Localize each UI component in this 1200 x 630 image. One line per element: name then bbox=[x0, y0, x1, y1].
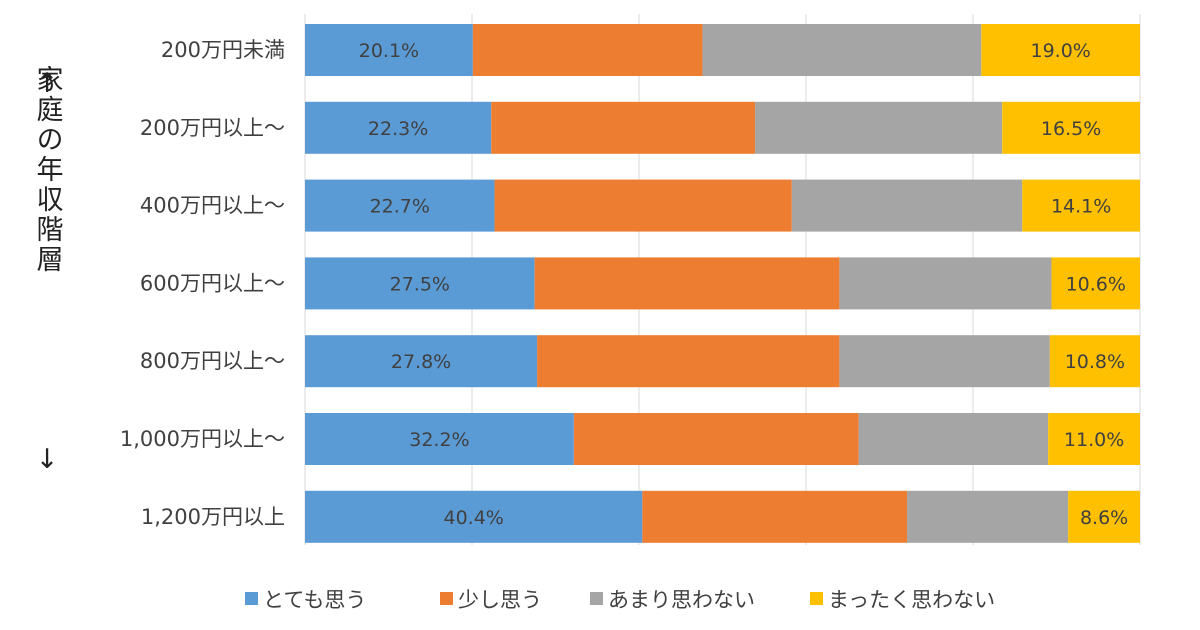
bar-segment bbox=[1048, 413, 1140, 465]
category-label: 600万円以上～ bbox=[140, 271, 285, 295]
y-axis-title: ↑ 家庭の年収階層 ↓ bbox=[32, 65, 64, 475]
bar-segment bbox=[573, 413, 859, 465]
bar-segment bbox=[305, 335, 538, 388]
legend-swatch bbox=[810, 592, 823, 605]
data-label: 22.7% bbox=[370, 196, 430, 218]
legend-label: とても思う bbox=[263, 588, 366, 612]
data-label: 16.5% bbox=[1041, 118, 1101, 140]
data-label: 8.6% bbox=[1080, 507, 1128, 529]
category-label: 200万円未満 bbox=[161, 38, 285, 62]
bar-segment bbox=[472, 24, 703, 76]
category-label: 200万円以上～ bbox=[140, 116, 285, 140]
legend-label: まったく思わない bbox=[828, 588, 995, 612]
legend-swatch bbox=[440, 592, 453, 605]
data-labels: 20.1% 19.0% 22.3% 16.5% 22.7% 14.1% 27.5% 10.6%… bbox=[359, 40, 1128, 529]
bar-segment bbox=[305, 101, 492, 154]
bar-segment bbox=[1002, 101, 1140, 154]
bar-segment bbox=[791, 179, 1023, 232]
category-label: 800万円以上～ bbox=[140, 349, 285, 373]
legend-swatch bbox=[245, 592, 258, 605]
data-label: 22.3% bbox=[368, 118, 428, 140]
data-label: 20.1% bbox=[359, 40, 419, 62]
data-label: 27.5% bbox=[390, 273, 450, 295]
bar-segment bbox=[491, 101, 756, 154]
bar-segment bbox=[305, 490, 643, 543]
bar-segment bbox=[305, 24, 473, 76]
data-label: 40.4% bbox=[443, 507, 503, 529]
bar-segment bbox=[755, 101, 1003, 154]
bar-segment bbox=[305, 257, 535, 310]
bar-segment bbox=[1022, 179, 1140, 232]
data-label: 10.8% bbox=[1065, 351, 1125, 373]
bars bbox=[305, 24, 1140, 543]
bar-segment bbox=[1049, 335, 1140, 388]
bar-segment bbox=[907, 490, 1069, 543]
bar-segment bbox=[494, 179, 792, 232]
bar-segment bbox=[839, 257, 1052, 310]
legend: とても思う 少し思う あまり思わない まったく思わない bbox=[245, 588, 995, 612]
data-label: 11.0% bbox=[1064, 429, 1124, 451]
category-labels: 200万円未満 200万円以上～ 400万円以上～ 600万円以上～ 800万円以上～ 1… bbox=[120, 38, 285, 529]
bar-segment bbox=[839, 335, 1050, 388]
data-label: 10.6% bbox=[1066, 273, 1126, 295]
bar-segment bbox=[537, 335, 840, 388]
data-label: 27.8% bbox=[391, 351, 451, 373]
legend-label: 少し思う bbox=[458, 588, 542, 612]
bar-segment bbox=[1068, 490, 1140, 543]
arrow-up-icon: ↑ bbox=[36, 68, 59, 99]
legend-swatch bbox=[590, 592, 603, 605]
bar-segment bbox=[305, 179, 495, 232]
category-label: 400万円以上～ bbox=[140, 194, 285, 218]
bar-segment bbox=[858, 413, 1049, 465]
bar-segment bbox=[534, 257, 840, 310]
bar-segment bbox=[981, 24, 1140, 76]
bar-segment bbox=[702, 24, 982, 76]
bar-segment bbox=[1051, 257, 1140, 310]
bar-segment bbox=[642, 490, 908, 543]
legend-label: あまり思わない bbox=[608, 588, 755, 612]
category-label: 1,200万円以上 bbox=[141, 505, 285, 529]
category-label: 1,000万円以上～ bbox=[120, 427, 285, 451]
bar-segment bbox=[305, 413, 574, 465]
data-label: 19.0% bbox=[1030, 40, 1090, 62]
arrow-down-icon: ↓ bbox=[36, 444, 59, 475]
data-label: 14.1% bbox=[1051, 196, 1111, 218]
data-label: 32.2% bbox=[409, 429, 469, 451]
y-axis-label: 家庭の年収階層 bbox=[32, 65, 64, 275]
